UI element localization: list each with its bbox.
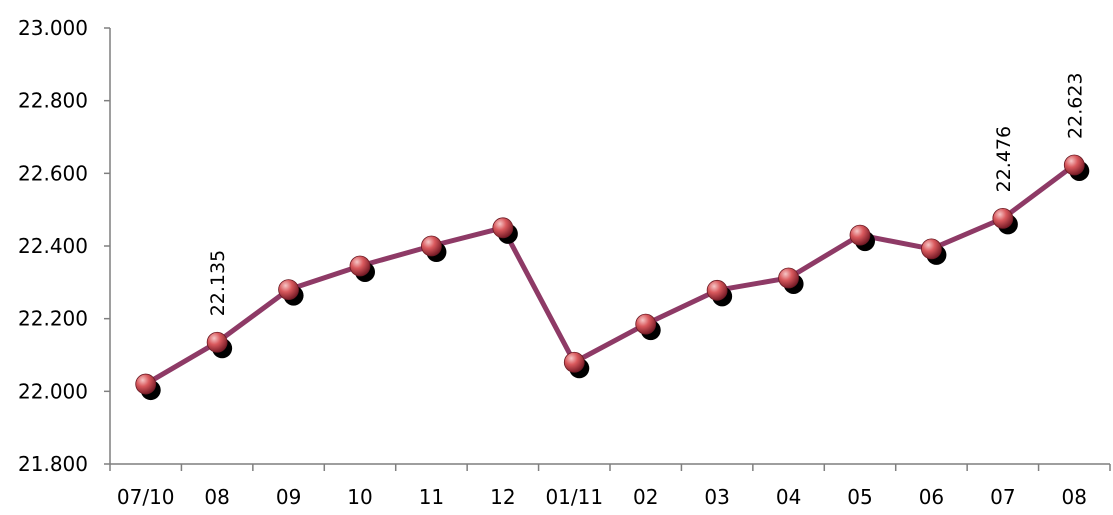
series-line (144, 162, 1076, 387)
x-tick-label: 01/11 (545, 485, 603, 509)
y-tick-label: 21.800 (18, 452, 88, 476)
data-point (206, 331, 228, 353)
data-point (492, 217, 514, 239)
data-point (278, 279, 299, 301)
data-point (135, 373, 157, 395)
x-tick-label: 07 (990, 485, 1015, 509)
data-label: 22.623 (1064, 72, 1086, 138)
data-point (1063, 154, 1085, 176)
x-tick-label: 02 (633, 485, 658, 509)
x-tick-label: 10 (347, 485, 372, 509)
x-tick-label: 11 (419, 485, 444, 509)
data-point (635, 313, 657, 335)
axes (109, 28, 1110, 465)
x-tick-label: 08 (1062, 485, 1087, 509)
data-point (778, 267, 799, 289)
data-point (849, 224, 871, 246)
data-point (421, 235, 442, 257)
y-tick-label: 22.000 (18, 379, 88, 403)
x-tick-label: 07/10 (117, 485, 175, 509)
data-label: 22.135 (207, 250, 229, 316)
x-tick-label: 09 (276, 485, 301, 509)
data-point (349, 255, 371, 277)
x-tick-label: 04 (776, 485, 801, 509)
data-label: 22.476 (993, 126, 1015, 192)
x-tick-label: 06 (919, 485, 944, 509)
x-tick-label: 05 (847, 485, 872, 509)
data-point (921, 238, 942, 260)
data-point (992, 207, 1014, 229)
x-tick-label: 08 (204, 485, 229, 509)
y-axis-ticks: 21.800 22.000 22.200 22.400 22.600 22.800 23.0… (18, 16, 110, 476)
y-tick-label: 22.600 (18, 161, 88, 185)
x-tick-label: 12 (490, 485, 515, 509)
series-group (135, 154, 1090, 401)
y-tick-label: 22.200 (18, 307, 88, 331)
y-tick-label: 22.800 (18, 89, 88, 113)
data-point (563, 351, 585, 373)
x-tick-label: 03 (704, 485, 729, 509)
data-point (706, 279, 728, 301)
x-axis-ticks: 07/10 08 09 10 11 12 01/11 02 03 04 05 06 07 08 (109, 464, 1111, 509)
y-tick-label: 22.400 (18, 234, 88, 258)
data-labels-group: 22.135 22.476 22.623 (207, 72, 1086, 316)
y-tick-label: 23.000 (18, 16, 88, 40)
